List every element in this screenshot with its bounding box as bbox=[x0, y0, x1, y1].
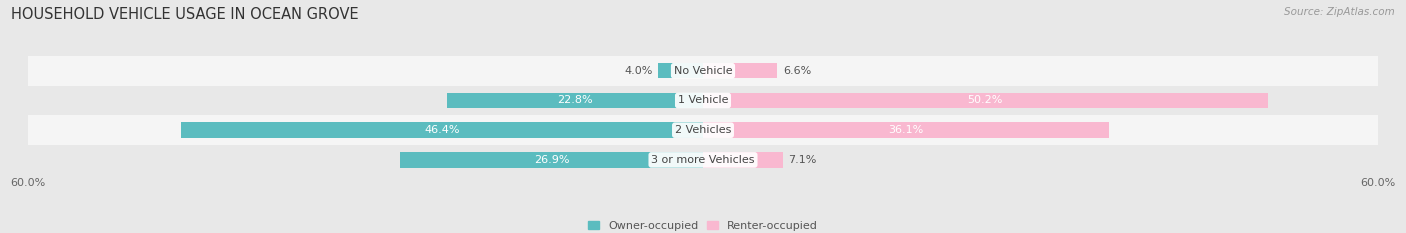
Bar bbox=[28, 145, 1378, 175]
Bar bbox=[28, 86, 1378, 115]
Text: 6.6%: 6.6% bbox=[783, 66, 811, 76]
Text: 46.4%: 46.4% bbox=[425, 125, 460, 135]
Text: 22.8%: 22.8% bbox=[557, 96, 592, 106]
Bar bbox=[401, 152, 703, 168]
Bar bbox=[703, 123, 1109, 138]
Text: HOUSEHOLD VEHICLE USAGE IN OCEAN GROVE: HOUSEHOLD VEHICLE USAGE IN OCEAN GROVE bbox=[11, 7, 359, 22]
Bar bbox=[703, 152, 783, 168]
Bar bbox=[703, 93, 1268, 108]
Text: 7.1%: 7.1% bbox=[789, 155, 817, 165]
Text: 4.0%: 4.0% bbox=[624, 66, 652, 76]
Text: Source: ZipAtlas.com: Source: ZipAtlas.com bbox=[1284, 7, 1395, 17]
Text: No Vehicle: No Vehicle bbox=[673, 66, 733, 76]
Bar bbox=[447, 93, 703, 108]
Bar bbox=[658, 63, 703, 79]
Bar bbox=[28, 115, 1378, 145]
Text: 1 Vehicle: 1 Vehicle bbox=[678, 96, 728, 106]
Bar bbox=[703, 63, 778, 79]
Legend: Owner-occupied, Renter-occupied: Owner-occupied, Renter-occupied bbox=[588, 221, 818, 231]
Text: 36.1%: 36.1% bbox=[889, 125, 924, 135]
Bar bbox=[181, 123, 703, 138]
Text: 3 or more Vehicles: 3 or more Vehicles bbox=[651, 155, 755, 165]
Text: 50.2%: 50.2% bbox=[967, 96, 1002, 106]
Text: 2 Vehicles: 2 Vehicles bbox=[675, 125, 731, 135]
Bar bbox=[28, 56, 1378, 86]
Text: 26.9%: 26.9% bbox=[534, 155, 569, 165]
